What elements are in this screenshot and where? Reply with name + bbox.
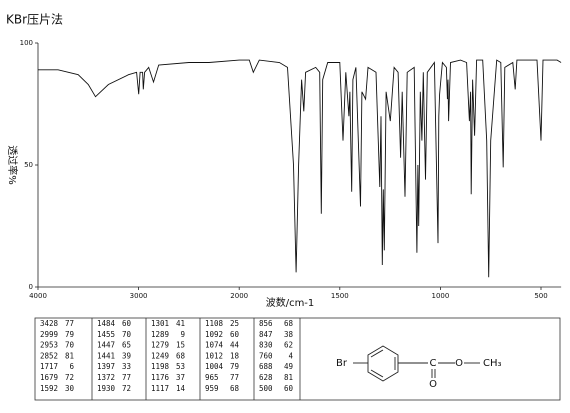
peak-transmittance: 81 xyxy=(284,373,293,382)
peak-transmittance: 33 xyxy=(122,362,131,371)
peak-transmittance: 38 xyxy=(284,330,294,339)
peak-wavenumber: 688 xyxy=(259,362,273,371)
peak-transmittance: 9 xyxy=(180,330,185,339)
peak-wavenumber: 847 xyxy=(259,330,273,339)
x-tick-label: 2000 xyxy=(230,292,248,300)
peak-transmittance: 70 xyxy=(122,330,132,339)
peak-wavenumber: 1108 xyxy=(205,319,224,328)
peak-wavenumber: 830 xyxy=(259,341,273,350)
y-tick-label: 0 xyxy=(29,283,33,291)
peak-wavenumber: 1484 xyxy=(97,319,116,328)
peak-wavenumber: 1117 xyxy=(151,384,169,393)
peak-transmittance: 72 xyxy=(122,384,131,393)
peak-wavenumber: 1279 xyxy=(151,341,169,350)
peak-wavenumber: 1455 xyxy=(97,330,115,339)
peak-wavenumber: 1092 xyxy=(205,330,223,339)
chart-title: KBr压片法 xyxy=(6,13,63,27)
peak-transmittance: 77 xyxy=(230,373,239,382)
peak-transmittance: 49 xyxy=(284,362,293,371)
peak-wavenumber: 1372 xyxy=(97,373,115,382)
peak-transmittance: 37 xyxy=(176,373,185,382)
y-axis-label: 透过率% xyxy=(6,145,19,185)
peak-wavenumber: 628 xyxy=(259,373,273,382)
peak-transmittance: 44 xyxy=(230,341,240,350)
peak-transmittance: 60 xyxy=(122,319,132,328)
x-axis-label: 波数/cm-1 xyxy=(266,296,315,309)
peak-wavenumber: 2953 xyxy=(40,341,58,350)
peak-transmittance: 70 xyxy=(65,341,75,350)
peak-transmittance: 68 xyxy=(230,384,240,393)
peak-wavenumber: 1198 xyxy=(151,362,170,371)
peak-wavenumber: 1717 xyxy=(40,362,58,371)
peak-wavenumber: 1930 xyxy=(97,384,116,393)
peak-transmittance: 68 xyxy=(284,319,294,328)
peak-transmittance: 53 xyxy=(176,362,185,371)
peak-transmittance: 77 xyxy=(65,319,74,328)
peak-wavenumber: 2852 xyxy=(40,351,58,360)
peak-transmittance: 62 xyxy=(284,341,293,350)
peak-wavenumber: 1679 xyxy=(40,373,58,382)
peak-wavenumber: 1301 xyxy=(151,319,169,328)
y-tick-label: 100 xyxy=(20,39,33,47)
peak-transmittance: 68 xyxy=(176,351,186,360)
peak-transmittance: 79 xyxy=(65,330,74,339)
atom-label: O xyxy=(455,358,463,369)
atom-label: C xyxy=(430,358,437,369)
peak-transmittance: 25 xyxy=(230,319,239,328)
peak-transmittance: 41 xyxy=(176,319,185,328)
peak-wavenumber: 3428 xyxy=(40,319,59,328)
peak-wavenumber: 760 xyxy=(259,351,273,360)
atom-label: Br xyxy=(336,358,348,369)
peak-wavenumber: 965 xyxy=(205,373,219,382)
peak-transmittance: 77 xyxy=(122,373,131,382)
peak-wavenumber: 1176 xyxy=(151,373,170,382)
peak-wavenumber: 1592 xyxy=(40,384,58,393)
atom-label: CH₃ xyxy=(483,358,502,369)
peak-transmittance: 18 xyxy=(230,351,240,360)
y-tick-label: 50 xyxy=(24,161,33,169)
peak-wavenumber: 1289 xyxy=(151,330,169,339)
peak-transmittance: 30 xyxy=(65,384,75,393)
peak-wavenumber: 1004 xyxy=(205,362,224,371)
peak-wavenumber: 856 xyxy=(259,319,273,328)
spectrum-line xyxy=(38,59,562,278)
x-tick-label: 1000 xyxy=(431,292,449,300)
peak-transmittance: 60 xyxy=(284,384,294,393)
peak-transmittance: 60 xyxy=(230,330,240,339)
peak-wavenumber: 1441 xyxy=(97,351,115,360)
peak-transmittance: 15 xyxy=(176,341,185,350)
peak-transmittance: 14 xyxy=(176,384,186,393)
x-tick-label: 500 xyxy=(534,292,547,300)
atom-label: O xyxy=(429,379,437,390)
peak-wavenumber: 1397 xyxy=(97,362,115,371)
peak-wavenumber: 1249 xyxy=(151,351,169,360)
peak-transmittance: 81 xyxy=(65,351,74,360)
x-tick-label: 4000 xyxy=(29,292,47,300)
peak-transmittance: 79 xyxy=(230,362,239,371)
peak-transmittance: 6 xyxy=(69,362,74,371)
peak-wavenumber: 1074 xyxy=(205,341,224,350)
peak-wavenumber: 500 xyxy=(259,384,273,393)
peak-wavenumber: 2999 xyxy=(40,330,58,339)
peak-table-frame xyxy=(34,317,561,401)
peak-transmittance: 72 xyxy=(65,373,74,382)
peak-transmittance: 4 xyxy=(288,351,293,360)
peak-wavenumber: 959 xyxy=(205,384,219,393)
structure-bonds xyxy=(353,345,480,382)
x-tick-label: 3000 xyxy=(130,292,148,300)
peak-wavenumber: 1012 xyxy=(205,351,223,360)
peak-transmittance: 65 xyxy=(122,341,131,350)
peak-wavenumber: 1447 xyxy=(97,341,115,350)
peak-transmittance: 39 xyxy=(122,351,131,360)
x-tick-label: 1500 xyxy=(331,292,349,300)
